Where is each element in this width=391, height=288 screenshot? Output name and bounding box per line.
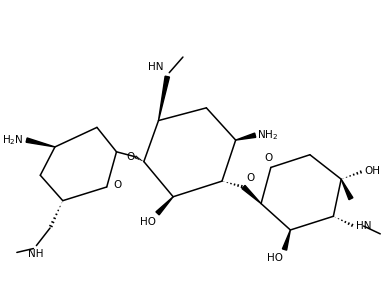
Text: O: O (126, 152, 134, 162)
Text: OH: OH (365, 166, 380, 176)
Text: HN: HN (356, 221, 371, 231)
Polygon shape (236, 133, 256, 140)
Polygon shape (242, 185, 261, 204)
Text: HO: HO (140, 217, 156, 227)
Text: HN: HN (148, 62, 163, 72)
Text: HO: HO (267, 253, 283, 264)
Polygon shape (26, 138, 55, 147)
Text: H$_2$N: H$_2$N (2, 133, 24, 147)
Text: O: O (113, 180, 122, 190)
Text: NH$_2$: NH$_2$ (257, 128, 278, 142)
Text: O: O (265, 153, 273, 162)
Polygon shape (156, 197, 173, 215)
Polygon shape (158, 76, 169, 121)
Polygon shape (341, 179, 353, 200)
Text: NH: NH (28, 249, 43, 259)
Text: O: O (246, 173, 255, 183)
Polygon shape (282, 230, 291, 250)
